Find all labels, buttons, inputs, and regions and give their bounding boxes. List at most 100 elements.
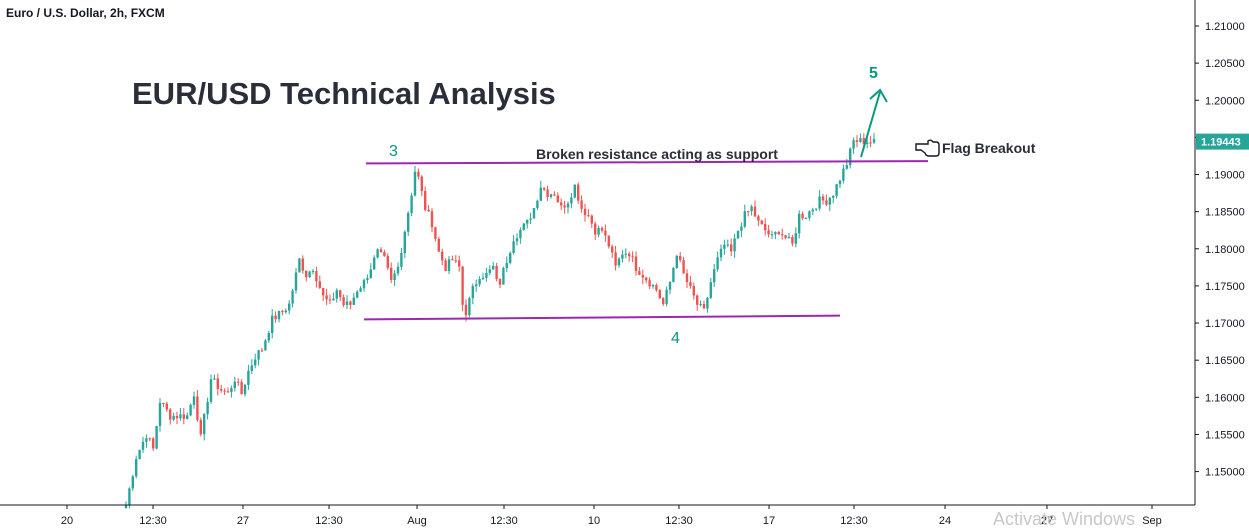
- current-price-label: 1.19443: [1201, 137, 1241, 149]
- candle: [199, 417, 202, 437]
- candle: [624, 248, 627, 259]
- candle: [628, 251, 631, 262]
- price-tick-label: 1.20000: [1205, 95, 1245, 107]
- price-tick-label: 1.21000: [1205, 21, 1245, 33]
- candle: [237, 378, 240, 386]
- candle: [478, 276, 481, 287]
- candle: [243, 383, 247, 397]
- candle: [577, 182, 580, 204]
- candle: [189, 403, 192, 417]
- candle: [427, 205, 430, 212]
- candle: [665, 286, 668, 307]
- candle: [165, 401, 168, 412]
- candle: [488, 265, 491, 276]
- candle: [475, 279, 478, 292]
- candle: [274, 311, 277, 323]
- candle: [417, 168, 420, 180]
- candle: [685, 269, 689, 288]
- candle: [260, 348, 264, 353]
- candle: [757, 214, 760, 226]
- price-axis[interactable]: 1.15000 1.15500 1.16000 1.16500 1.17000 1.175…: [1194, 0, 1249, 528]
- candle: [614, 245, 617, 271]
- candle: [356, 290, 359, 299]
- time-tick-label: 12:30: [490, 515, 518, 527]
- candle: [186, 412, 189, 420]
- candle: [308, 270, 311, 278]
- time-tick-label: 12:30: [665, 515, 693, 527]
- candle: [461, 266, 464, 312]
- candle: [318, 275, 321, 290]
- candle: [376, 248, 379, 259]
- candle: [182, 408, 185, 425]
- candle: [821, 193, 825, 205]
- candle: [692, 282, 695, 300]
- candle: [760, 219, 763, 225]
- price-tick-label: 1.17500: [1205, 281, 1245, 293]
- candle: [328, 294, 332, 305]
- candle: [233, 376, 236, 392]
- candle: [430, 208, 434, 233]
- candle: [668, 281, 672, 295]
- price-tick-label: 1.20500: [1205, 58, 1245, 70]
- candle: [825, 194, 828, 207]
- candle: [175, 411, 179, 425]
- price-tick-label: 1.16500: [1205, 355, 1245, 367]
- candle: [509, 251, 512, 265]
- candle: [672, 266, 675, 283]
- candle: [366, 274, 369, 284]
- candle: [301, 255, 304, 274]
- candle: [407, 211, 410, 236]
- candle: [444, 258, 447, 272]
- candle: [842, 164, 845, 184]
- candle: [815, 208, 818, 212]
- candle: [855, 135, 859, 148]
- time-axis[interactable]: 20 12:30 27 12:30 Aug 12:30 10 12:30 17 12:30 24 27…: [0, 504, 1195, 527]
- candle: [223, 388, 226, 396]
- candle: [730, 238, 733, 257]
- candle: [396, 262, 400, 276]
- candle: [808, 210, 811, 221]
- candle: [447, 255, 451, 274]
- resistance-support-line: [365, 160, 929, 165]
- time-tick-label: Sep: [1142, 515, 1162, 527]
- candle: [471, 283, 474, 305]
- candle: [733, 233, 736, 258]
- candle: [532, 207, 536, 219]
- time-tick-label: 27: [1041, 515, 1053, 527]
- candle: [573, 184, 576, 199]
- candlesticks: [124, 132, 876, 509]
- candle: [736, 230, 740, 240]
- candle: [699, 300, 702, 307]
- candle: [311, 268, 315, 275]
- candle: [838, 179, 842, 189]
- candle: [410, 192, 413, 217]
- candle: [570, 193, 573, 209]
- candle: [560, 198, 563, 211]
- activation-watermark: Activate Windows: [993, 509, 1136, 529]
- candle: [536, 199, 539, 210]
- candle: [284, 308, 287, 314]
- candle: [257, 349, 260, 366]
- candle: [777, 230, 780, 236]
- candle: [767, 224, 770, 238]
- candle: [298, 257, 301, 273]
- candle: [468, 296, 471, 318]
- candle: [294, 268, 298, 294]
- candle: [679, 251, 682, 263]
- candle: [859, 133, 862, 143]
- candle: [213, 374, 216, 381]
- candle: [498, 278, 502, 289]
- candle: [379, 247, 383, 253]
- candle: [696, 294, 699, 311]
- time-tick-label: 17: [763, 515, 775, 527]
- candle: [638, 267, 641, 276]
- candle: [594, 221, 597, 240]
- candle: [811, 207, 814, 216]
- candle: [750, 204, 753, 216]
- candle: [804, 217, 808, 220]
- candle: [230, 385, 233, 398]
- candle: [832, 195, 835, 204]
- candle: [801, 211, 804, 221]
- candle: [390, 262, 393, 284]
